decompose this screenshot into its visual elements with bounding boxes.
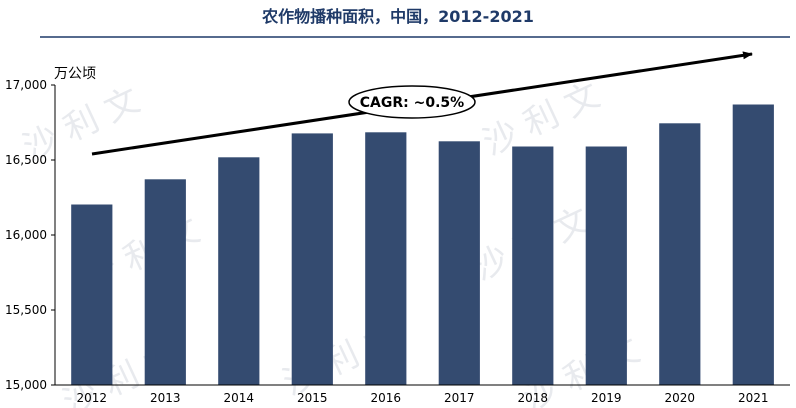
x-tick-labels: 2012 2013 2014 2015 2016 2017 2018 2019 2020 2021	[77, 391, 769, 405]
y-axis-unit-label: 万公顷	[54, 66, 96, 82]
bar-2015	[291, 133, 333, 385]
bar-2016	[365, 132, 407, 386]
bar-2017	[438, 141, 480, 386]
y-tick-labels: 15,000 15,500 16,000 16,500 17,000	[5, 78, 55, 392]
bar-2014	[218, 157, 260, 385]
bar-2019	[585, 146, 627, 385]
y-tick-label: 16,500	[5, 153, 47, 167]
x-tick-label: 2014	[224, 391, 255, 405]
x-tick-label: 2012	[77, 391, 108, 405]
bar-2021	[732, 104, 774, 385]
x-tick-label: 2016	[371, 391, 402, 405]
x-tick-label: 2020	[665, 391, 696, 405]
y-tick-label: 16,000	[5, 228, 47, 242]
x-tick-label: 2017	[444, 391, 475, 405]
y-tick-label: 15,500	[5, 303, 47, 317]
y-tick-label: 17,000	[5, 78, 47, 92]
bar-2020	[659, 123, 701, 386]
bar-2018	[512, 146, 554, 385]
x-tick-label: 2021	[738, 391, 769, 405]
cagr-label: CAGR: ~0.5%	[360, 95, 464, 111]
cagr-label-bubble	[348, 85, 476, 119]
x-tick-label: 2018	[518, 391, 549, 405]
x-tick-label: 2015	[297, 391, 328, 405]
x-tick-label: 2019	[591, 391, 622, 405]
bar-2013	[144, 179, 186, 385]
x-tick-label: 2013	[150, 391, 181, 405]
y-tick-label: 15,000	[5, 378, 47, 392]
bars	[71, 104, 774, 386]
chart-title: 农作物播种面积，中国，2012-2021	[261, 7, 534, 26]
bar-2012	[71, 204, 113, 385]
